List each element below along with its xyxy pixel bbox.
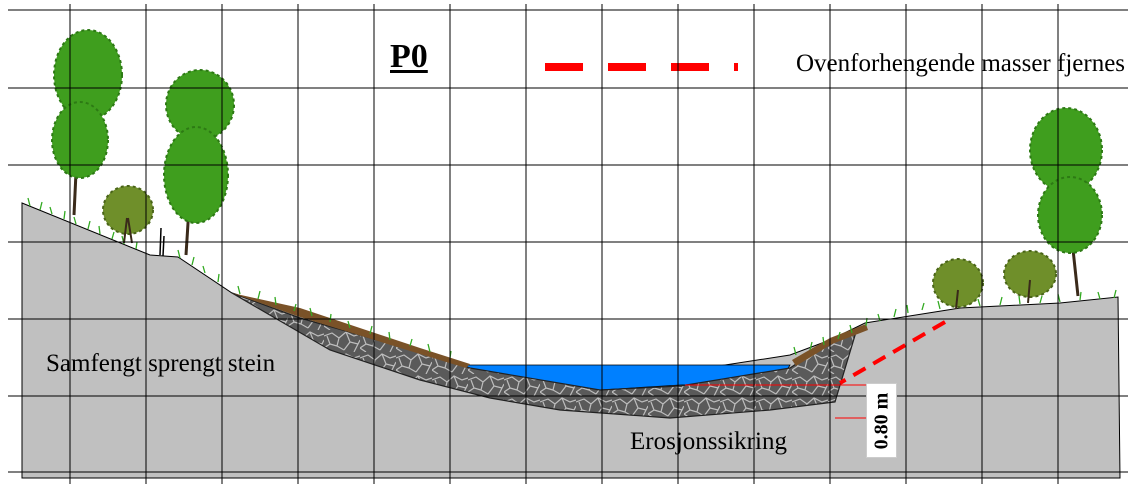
diagram-title: P0 <box>390 38 428 75</box>
shrub-left <box>102 185 154 244</box>
legend-label: Ovenforhengende masser fjernes <box>796 50 1126 77</box>
shrub-right-1 <box>932 258 984 310</box>
depth-marker <box>685 384 866 419</box>
tree-left-1 <box>51 29 123 216</box>
erosion-protection-label: Erosjonssikring <box>630 428 787 455</box>
depth-label-box: 0.80 m <box>866 383 897 458</box>
shrub-right-2 <box>1003 250 1057 304</box>
rock-fill-label: Samfengt sprengt stein <box>46 350 276 377</box>
grass <box>27 197 1117 359</box>
depth-label: 0.80 m <box>870 392 892 449</box>
soil-strip-left <box>232 293 470 368</box>
grid <box>8 4 1128 484</box>
tree-left-2 <box>163 69 235 256</box>
terrain <box>21 202 1121 479</box>
tree-right <box>1029 107 1103 297</box>
removal-dashed-line <box>838 320 947 385</box>
